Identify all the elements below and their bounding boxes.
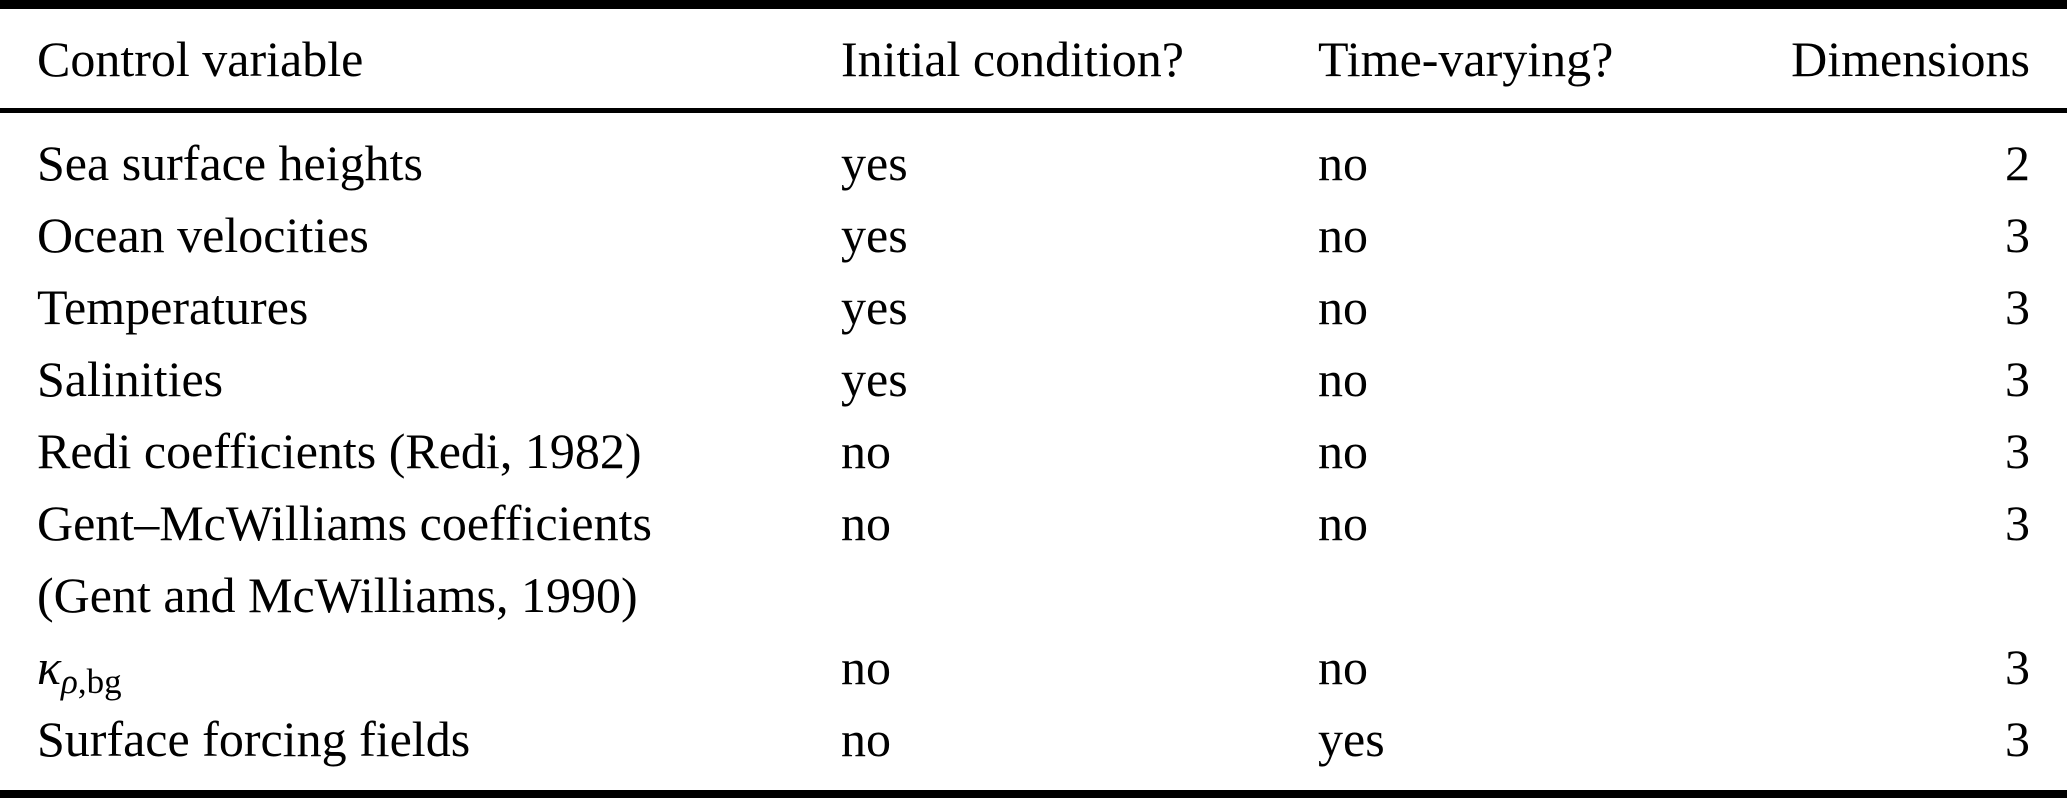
cell-time-varying: yes <box>1318 711 1385 767</box>
kappa-subscript: ρ,bg <box>61 662 122 701</box>
cell-initial-condition: yes <box>841 207 908 263</box>
cell-time-varying: no <box>1318 423 1368 479</box>
gent-line-2: (Gent and McWilliams, 1990) <box>37 567 638 623</box>
cell-initial-condition: yes <box>841 135 908 191</box>
cell-time-varying: no <box>1318 135 1368 191</box>
header-row: Control variable Initial condition? Time… <box>0 4 2067 113</box>
cell-dimensions: 3 <box>2005 423 2030 479</box>
table-row-gent-mcwilliams-coefficients: Gent–McWilliams coefficients (Gent and Mc… <box>0 487 2067 631</box>
gent-line-1: Gent–McWilliams coefficients <box>37 495 652 551</box>
cell-control-variable: Salinities <box>37 351 224 407</box>
table-row-redi-coefficients: Redi coefficients (Redi, 1982) no no 3 <box>0 415 2067 487</box>
table-row-temperatures: Temperatures yes no 3 <box>0 271 2067 343</box>
cell-initial-condition: no <box>841 495 891 551</box>
cell-control-variable: Gent–McWilliams coefficients (Gent and Mc… <box>0 487 841 631</box>
kappa-symbol: κ <box>37 639 61 695</box>
cell-control-variable: Sea surface heights <box>37 135 423 191</box>
cell-dimensions: 3 <box>2005 351 2030 407</box>
kappa-subscript-bg: ,bg <box>77 661 122 701</box>
cell-control-variable: Ocean velocities <box>37 207 369 263</box>
cell-dimensions: 3 <box>2005 711 2030 767</box>
cell-time-varying: no <box>1318 351 1368 407</box>
col-header-time-varying: Time-varying? <box>1318 4 1750 113</box>
cell-dimensions: 2 <box>2005 135 2030 191</box>
cell-initial-condition: no <box>841 711 891 767</box>
col-header-control-variable: Control variable <box>0 4 841 113</box>
cell-control-variable: Surface forcing fields <box>37 711 471 767</box>
cell-control-variable: κρ,bg <box>0 631 841 703</box>
kappa-subscript-rho: ρ <box>61 661 78 701</box>
cell-dimensions: 3 <box>2005 207 2030 263</box>
table-row-kappa-rho-bg: κρ,bg no no 3 <box>0 631 2067 703</box>
cell-time-varying: no <box>1318 495 1368 551</box>
cell-time-varying: no <box>1318 207 1368 263</box>
table-row-surface-forcing-fields: Surface forcing fields no yes 3 <box>0 703 2067 794</box>
cell-dimensions: 3 <box>2005 495 2030 551</box>
table-row-salinities: Salinities yes no 3 <box>0 343 2067 415</box>
cell-time-varying: no <box>1318 639 1368 695</box>
cell-dimensions: 3 <box>2005 279 2030 335</box>
cell-initial-condition: yes <box>841 279 908 335</box>
cell-dimensions: 3 <box>2005 639 2030 695</box>
cell-initial-condition: no <box>841 423 891 479</box>
cell-initial-condition: yes <box>841 351 908 407</box>
col-header-initial-condition: Initial condition? <box>841 4 1318 113</box>
table-row-sea-surface-heights: Sea surface heights yes no 2 <box>0 111 2067 200</box>
cell-time-varying: no <box>1318 279 1368 335</box>
cell-control-variable: Redi coefficients (Redi, 1982) <box>37 423 642 479</box>
table-row-ocean-velocities: Ocean velocities yes no 3 <box>0 199 2067 271</box>
cell-initial-condition: no <box>841 639 891 695</box>
col-header-dimensions: Dimensions <box>1750 4 2067 113</box>
cell-control-variable: Temperatures <box>37 279 309 335</box>
